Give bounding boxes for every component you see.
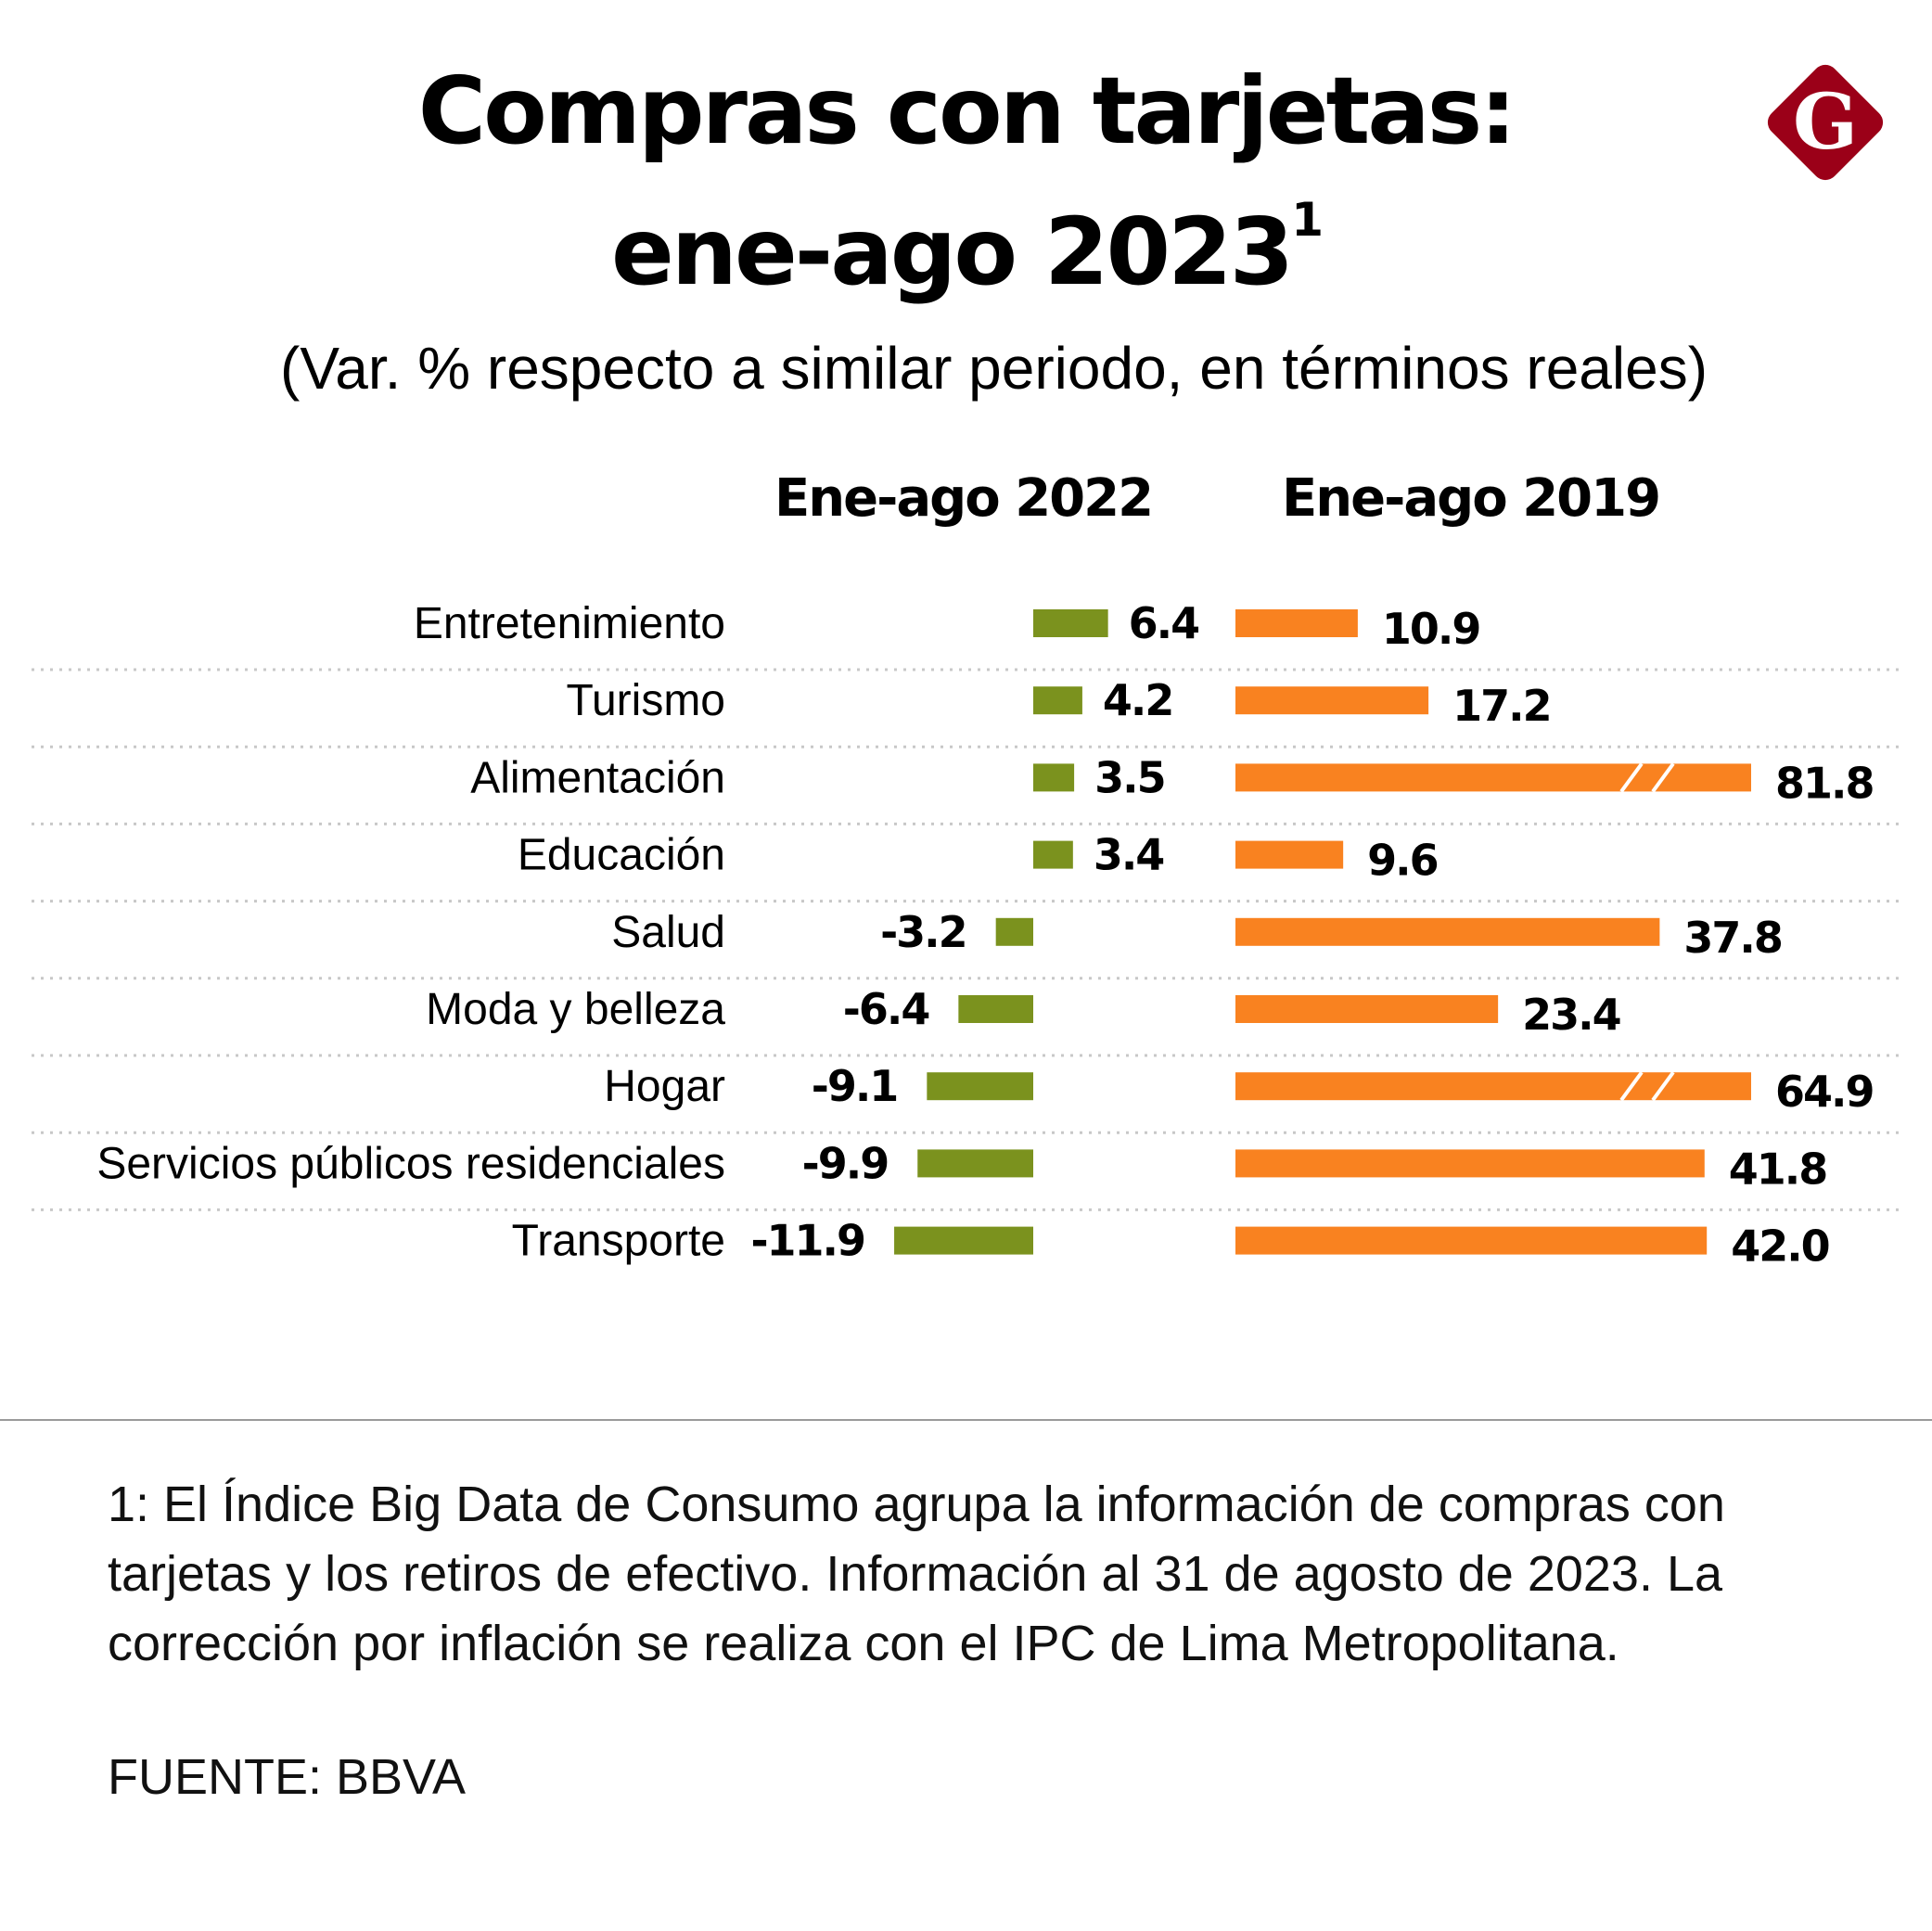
category-label: Transporte <box>512 1217 725 1266</box>
footer-divider <box>0 1419 1932 1421</box>
category-label: Turismo <box>566 676 725 725</box>
data-label-2019: 9.6 <box>1367 836 1438 886</box>
data-label-2019: 17.2 <box>1452 681 1551 731</box>
data-label-2022: 6.4 <box>1129 598 1199 648</box>
bar-2019 <box>1235 840 1344 869</box>
data-label-2019: 64.9 <box>1775 1067 1874 1117</box>
data-label-2022: -9.9 <box>802 1138 889 1188</box>
category-label: Moda y belleza <box>426 985 725 1034</box>
category-label: Entretenimiento <box>414 599 725 648</box>
logo-diamond <box>1767 64 1884 181</box>
bar-2022 <box>958 995 1033 1023</box>
bar-2019 <box>1235 763 1751 792</box>
data-label-2022: -6.4 <box>843 984 929 1034</box>
data-label-2019: 42.0 <box>1731 1221 1829 1272</box>
bar-2019 <box>1235 609 1358 637</box>
data-label-2022: 4.2 <box>1103 675 1173 725</box>
bar-2022 <box>1033 609 1108 637</box>
bar-2022 <box>927 1072 1033 1101</box>
bar-2019 <box>1235 1072 1751 1101</box>
bar-2019 <box>1235 686 1429 715</box>
bar-2019 <box>1235 1226 1708 1255</box>
bar-2019 <box>1235 995 1499 1023</box>
bar-2022 <box>995 917 1033 946</box>
axis-break-mark <box>1619 762 1644 793</box>
category-label: Servicios públicos residenciales <box>96 1139 725 1188</box>
source-credit: FUENTE: BBVA <box>108 1749 467 1805</box>
data-label-2022: -9.1 <box>812 1061 898 1111</box>
bar-2022 <box>1033 686 1082 715</box>
footnote: 1: El Índice Big Data de Consumo agrupa … <box>108 1477 1725 1671</box>
category-label: Salud <box>611 908 725 957</box>
data-label-2022: 3.4 <box>1094 830 1164 880</box>
gestion-logo-icon: G <box>1751 48 1900 197</box>
axis-break-mark <box>1619 1071 1644 1102</box>
logo-letter: G <box>1793 78 1858 167</box>
data-label-2019: 10.9 <box>1382 604 1480 654</box>
chart-subtitle: (Var. % respecto a similar periodo, en t… <box>280 335 1708 402</box>
legend-series-2022: Ene-ago 2022 <box>774 468 1154 529</box>
data-label-2019: 23.4 <box>1522 990 1620 1040</box>
axis-break-mark <box>1651 1071 1675 1102</box>
data-label-2022: -3.2 <box>880 907 966 957</box>
bar-2022 <box>1033 840 1073 869</box>
legend-series-2019: Ene-ago 2019 <box>1282 468 1661 529</box>
bar-2019 <box>1235 917 1660 946</box>
bar-2022 <box>894 1226 1033 1255</box>
data-label-2022: 3.5 <box>1094 752 1165 802</box>
data-label-2019: 81.8 <box>1775 758 1874 808</box>
data-label-2019: 41.8 <box>1729 1144 1827 1194</box>
data-label-2022: -11.9 <box>750 1216 864 1266</box>
bar-2022 <box>1033 763 1075 792</box>
bar-2022 <box>917 1149 1033 1178</box>
category-label: Alimentación <box>470 753 725 802</box>
title-footnote-marker: 1 <box>1291 193 1324 247</box>
bar-2019 <box>1235 1149 1705 1178</box>
bar-chart: Entretenimiento 6.4 10.9 Turismo 4.2 17.2 Alim… <box>32 598 1905 1272</box>
category-label: Hogar <box>604 1062 725 1111</box>
title-text-1: Compras con tarjetas: <box>417 57 1516 165</box>
axis-break-mark <box>1651 762 1675 793</box>
data-label-2019: 37.8 <box>1683 913 1782 963</box>
chart-title-line2: ene-ago 20231 <box>0 197 1932 299</box>
chart-title-line1: Compras con tarjetas: <box>0 65 1932 158</box>
title-text-2: ene-ago 2023 <box>610 198 1294 306</box>
category-label: Educación <box>518 831 725 880</box>
